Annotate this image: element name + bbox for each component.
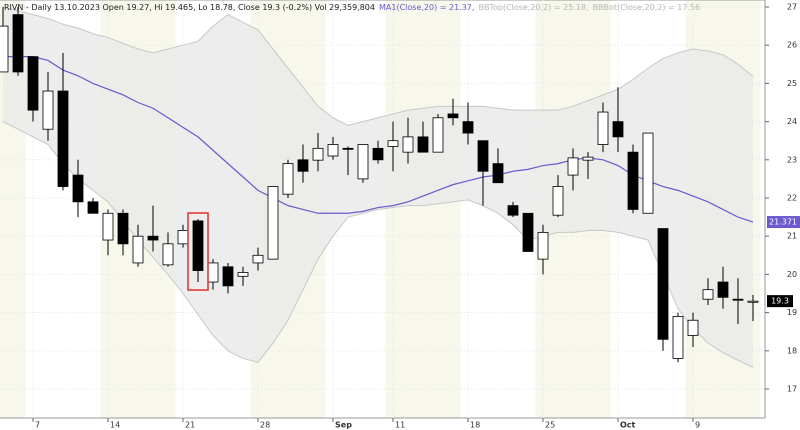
y-tick-label: 19 — [787, 308, 797, 317]
candle-body — [582, 156, 594, 161]
candle-body — [87, 201, 99, 214]
candle-body — [492, 163, 504, 184]
candle-body — [162, 243, 174, 266]
x-tick-label: 9 — [695, 421, 700, 430]
ma-badge — [767, 216, 800, 229]
candle-body — [537, 231, 549, 260]
x-tick-label: 18 — [470, 421, 480, 430]
x-tick-label: 28 — [260, 421, 270, 430]
candle-body — [717, 281, 729, 298]
candle-body — [267, 186, 279, 260]
candle-body — [252, 254, 264, 264]
x-tick-label: 14 — [110, 421, 120, 430]
candle-body — [192, 220, 204, 271]
candle-body — [72, 174, 84, 203]
y-tick-label: 23 — [787, 155, 797, 164]
candle-body — [402, 136, 414, 153]
candle-body — [357, 144, 369, 180]
x-tick-label: 21 — [185, 421, 195, 430]
candle-body — [612, 121, 624, 138]
candle-body — [132, 235, 144, 264]
candle-body — [522, 212, 534, 252]
ma-value-label: 21.371 — [769, 218, 797, 227]
x-tick-label: 25 — [545, 421, 555, 430]
legend-entry: BBBot(Close,20,2) = 17.56 — [593, 3, 701, 12]
candle-body — [177, 230, 189, 245]
candle-body — [417, 136, 429, 153]
candle-body — [102, 212, 114, 241]
y-tick-label: 20 — [787, 270, 797, 279]
x-tick-label: Sep — [335, 421, 352, 430]
candle-body — [282, 163, 294, 195]
candles — [0, 7, 759, 363]
candle-body — [387, 140, 399, 147]
candle-body — [462, 121, 474, 134]
week-shade — [385, 0, 461, 418]
header-text: RIVN - Daily 13.10.2023 Open 19.27, Hi 1… — [4, 3, 375, 12]
candle-body — [507, 205, 519, 216]
candle-body — [12, 14, 24, 73]
candle-body — [312, 147, 324, 161]
candle-body — [657, 228, 669, 340]
candle-body — [687, 319, 699, 336]
candle-body — [327, 144, 339, 157]
candle-body — [297, 159, 309, 172]
candle-body — [342, 147, 354, 150]
y-tick-label: 22 — [787, 194, 797, 203]
y-tick-label: 21 — [787, 232, 797, 241]
candle-body — [627, 151, 639, 210]
bollinger-line — [2, 6, 754, 126]
highlight-box — [187, 212, 209, 291]
y-tick-label: 25 — [787, 79, 797, 88]
y-tick-label: 18 — [787, 346, 797, 355]
candle-body — [702, 289, 714, 300]
y-tick-label: 24 — [787, 117, 797, 126]
candle-body — [147, 235, 159, 241]
candle-body — [57, 90, 69, 187]
x-tick-label: 11 — [395, 421, 405, 430]
candle-body — [567, 157, 579, 176]
band-fill — [3, 7, 753, 368]
y-tick-label: 27 — [787, 3, 797, 12]
chart-header: RIVN - Daily 13.10.2023 Open 19.27, Hi 1… — [4, 3, 700, 12]
candle-body — [372, 147, 384, 161]
candle-body — [672, 316, 684, 359]
x-tick-label: 7 — [35, 421, 40, 430]
candle-body — [222, 266, 234, 287]
candle-body — [747, 300, 759, 303]
candle-body — [237, 272, 249, 277]
candle-body — [732, 298, 744, 301]
candle-body — [552, 186, 564, 216]
y-tick-label: 26 — [787, 41, 797, 50]
candle-body — [0, 25, 9, 73]
candle-body — [42, 90, 54, 130]
legend-entry: MA1(Close,20) = 21.37, — [379, 3, 474, 12]
axes: 17 18 19 20 21 22 23 24 25 26 27 7 14 21 28 Sep 11 18 25 Oc… — [32, 3, 800, 430]
candle-body — [642, 132, 654, 214]
candle-body — [447, 113, 459, 119]
x-tick-label: Oct — [620, 421, 636, 430]
candle-body — [207, 262, 219, 283]
candle-body — [597, 111, 609, 145]
legend-entry: BBTop(Close,20,2) = 25.18, — [478, 3, 588, 12]
candle-body — [432, 117, 444, 153]
candle-body — [117, 212, 129, 245]
y-tick-label: 17 — [787, 385, 797, 394]
close-value-label: 19.3 — [771, 297, 789, 306]
candle-body — [27, 56, 39, 111]
candle-body — [477, 140, 489, 172]
close-badge — [767, 295, 793, 308]
